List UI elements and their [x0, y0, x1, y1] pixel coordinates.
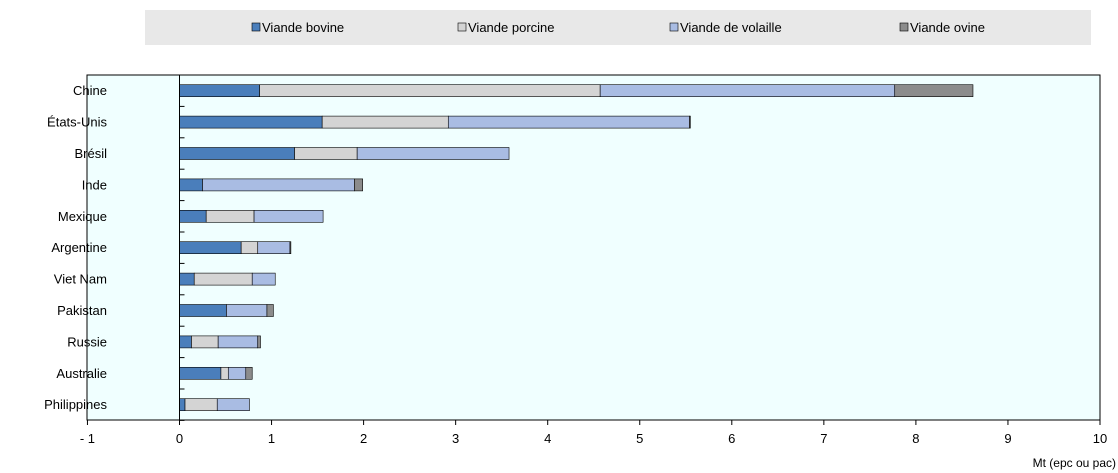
bar-etats-unis-viande-porcine	[321, 115, 449, 129]
bar-argentine-viande-ovine	[289, 241, 292, 254]
legend-swatch-viande-de-volaille	[669, 22, 679, 32]
bar-russie-viande-bovine	[179, 335, 192, 349]
category-label-pakistan: Pakistan	[57, 303, 107, 318]
bar-chine-viande-porcine	[259, 84, 601, 97]
bar-bresil-viande-porcine	[294, 147, 358, 160]
category-label-philippines: Philippines	[44, 397, 107, 412]
bar-bresil-viande-bovine	[179, 147, 295, 160]
legend-swatch-viande-ovine	[899, 22, 909, 32]
bar-australie-viande-de-volaille	[227, 366, 247, 380]
bar-philippines-viande-de-volaille	[216, 398, 250, 412]
bar-russie-viande-ovine	[257, 335, 261, 349]
x-tick-label: 10	[1093, 431, 1107, 446]
bar-etats-unis-viande-de-volaille	[447, 115, 690, 129]
bar-argentine-viande-bovine	[179, 241, 242, 254]
bar-bresil-viande-de-volaille	[356, 147, 510, 160]
bar-pakistan-viande-bovine	[179, 304, 227, 317]
legend-label-viande-ovine: Viande ovine	[910, 20, 985, 35]
x-tick-label: 0	[176, 431, 183, 446]
bar-pakistan-viande-de-volaille	[226, 304, 268, 317]
x-axis-label: Mt (epc ou pac)	[1033, 456, 1116, 470]
category-label-chine: Chine	[73, 83, 107, 98]
bar-pakistan-viande-ovine	[266, 304, 274, 317]
bar-etats-unis-viande-bovine	[179, 115, 323, 129]
x-tick-label: 7	[820, 431, 827, 446]
bar-mexique-viande-de-volaille	[253, 210, 324, 223]
bar-australie-viande-bovine	[179, 366, 222, 380]
bar-russie-viande-de-volaille	[217, 335, 259, 349]
bar-chine-viande-de-volaille	[599, 84, 896, 97]
bar-philippines-viande-bovine	[179, 398, 186, 412]
category-label-argentine: Argentine	[51, 240, 107, 255]
bar-inde-viande-de-volaille	[202, 178, 355, 192]
category-label-mexique: Mexique	[58, 209, 107, 224]
bar-australie-viande-porcine	[220, 366, 229, 380]
x-tick-label: 1	[268, 431, 275, 446]
y-axis: Chine États-Unis Brésil Inde Mexique Argentin…	[44, 74, 185, 421]
bar-viet-nam-viande-de-volaille	[251, 272, 276, 286]
legend: Viande bovine Viande porcine Viande de vol…	[251, 20, 985, 35]
legend-swatch-viande-bovine	[251, 22, 261, 32]
category-label-australie: Australie	[56, 366, 107, 381]
legend-label-viande-bovine: Viande bovine	[262, 20, 344, 35]
bar-viet-nam-viande-bovine	[179, 272, 195, 286]
legend-label-viande-porcine: Viande porcine	[468, 20, 555, 35]
bar-chine-viande-ovine	[894, 84, 974, 97]
bar-argentine-viande-porcine	[240, 241, 259, 254]
bar-argentine-viande-de-volaille	[257, 241, 291, 254]
category-label-inde: Inde	[82, 177, 107, 192]
x-tick-label: 6	[728, 431, 735, 446]
bar-inde-viande-ovine	[354, 178, 363, 192]
bars	[179, 84, 974, 412]
x-tick-label: 8	[912, 431, 919, 446]
bar-mexique-viande-porcine	[205, 210, 255, 223]
bar-viet-nam-viande-porcine	[193, 272, 253, 286]
bar-chine-viande-bovine	[179, 84, 260, 97]
bar-australie-viande-ovine	[245, 366, 253, 380]
legend-background	[145, 10, 1091, 45]
legend-label-viande-de-volaille: Viande de volaille	[680, 20, 782, 35]
x-tick-label: 5	[636, 431, 643, 446]
x-axis: - 1 0 1 2 3 4 5 6 7 8 9 10	[80, 420, 1107, 446]
x-tick-label: 4	[544, 431, 551, 446]
category-label-russie: Russie	[67, 334, 107, 349]
bar-inde-viande-bovine	[179, 178, 203, 192]
x-tick-label: 9	[1004, 431, 1011, 446]
x-tick-label: 2	[360, 431, 367, 446]
x-tick-label: - 1	[80, 431, 95, 446]
bar-russie-viande-porcine	[191, 335, 219, 349]
bar-philippines-viande-porcine	[184, 398, 218, 412]
category-label-etats-unis: États-Unis	[47, 115, 107, 130]
bar-etats-unis-viande-ovine	[689, 115, 691, 129]
category-label-viet-nam: Viet Nam	[54, 272, 107, 287]
legend-swatch-viande-porcine	[457, 22, 467, 32]
x-tick-label: 3	[452, 431, 459, 446]
bar-mexique-viande-bovine	[179, 210, 207, 223]
category-label-bresil: Brésil	[74, 146, 107, 161]
